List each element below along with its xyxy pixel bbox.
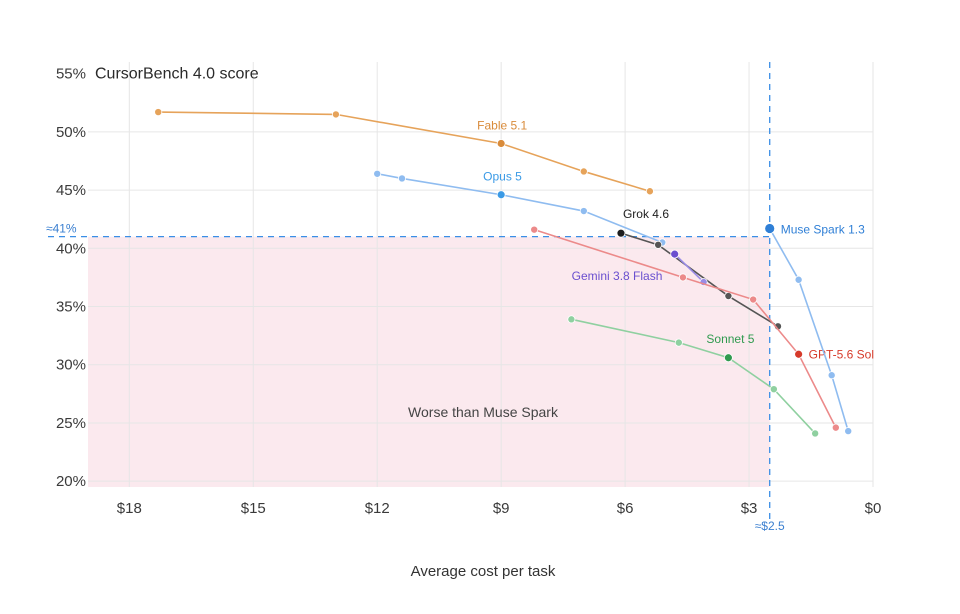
y-tick-label: 35% xyxy=(56,299,86,316)
series-line xyxy=(769,228,849,432)
series-sonnet-5: Sonnet 5 xyxy=(567,315,820,438)
data-point xyxy=(567,315,576,324)
x-tick-label: $3 xyxy=(741,500,758,517)
y-tick-label: 55% xyxy=(56,66,86,83)
region-label: Worse than Muse Spark xyxy=(408,404,559,420)
series-opus-5: Opus 5 xyxy=(373,169,667,247)
series-grok-4-6: Grok 4.6 xyxy=(616,207,782,331)
x-tick-label: $18 xyxy=(117,500,142,517)
data-point xyxy=(844,427,853,436)
x-tick-label: $12 xyxy=(365,500,390,517)
data-point xyxy=(764,223,776,234)
y-tick-label: 20% xyxy=(56,473,86,490)
plot-region-worse xyxy=(88,236,770,487)
x-axis-label: Average cost per task xyxy=(411,563,556,580)
series-line xyxy=(620,232,779,327)
reference-label-y: ≈41% xyxy=(46,222,77,236)
data-point xyxy=(811,429,820,438)
data-point xyxy=(654,240,663,249)
x-tick-label: $9 xyxy=(493,500,510,517)
data-point xyxy=(724,292,733,301)
data-point xyxy=(579,207,588,216)
reference-label-x: ≈$2.5 xyxy=(755,519,785,533)
chart-title: CursorBench 4.0 score xyxy=(95,66,259,83)
series-label: Opus 5 xyxy=(483,170,522,184)
series-label: Muse Spark 1.3 xyxy=(781,223,865,237)
reference-lines: ≈$2.5 ≈41% xyxy=(46,62,785,533)
data-point xyxy=(827,371,836,380)
data-point xyxy=(496,139,506,148)
data-point xyxy=(749,295,758,304)
data-point xyxy=(645,187,654,196)
series-fable-5-1: Fable 5.1 xyxy=(154,108,654,196)
x-tick-label: $15 xyxy=(241,500,266,517)
data-point xyxy=(678,273,687,282)
series-label: Sonnet 5 xyxy=(706,332,754,346)
data-point xyxy=(723,353,733,363)
series-label: GPT-5.6 Sol xyxy=(809,347,874,361)
series-muse-spark-1-3: Muse Spark 1.3 xyxy=(764,223,865,436)
x-tick-label: $0 xyxy=(865,500,882,517)
data-point xyxy=(154,108,163,117)
y-tick-label: 40% xyxy=(56,240,86,257)
y-tick-label: 30% xyxy=(56,357,86,374)
data-point xyxy=(794,275,803,284)
data-point xyxy=(496,190,506,200)
data-point xyxy=(530,225,539,234)
y-tick-label: 50% xyxy=(56,124,86,141)
series-line xyxy=(674,253,705,283)
y-tick-label: 45% xyxy=(56,182,86,199)
series-label: Gemini 3.8 Flash xyxy=(572,269,663,283)
series-label: Fable 5.1 xyxy=(477,119,527,133)
data-point xyxy=(373,169,382,178)
x-tick-label: $6 xyxy=(617,500,634,517)
x-axis-ticks: $18 $15 $12 $9 $6 $3 $0 xyxy=(117,500,882,517)
y-tick-label: 25% xyxy=(56,415,86,432)
data-point xyxy=(397,174,406,183)
y-axis-ticks: 20% 25% 30% 35% 40% 45% 50% 55% xyxy=(56,66,86,491)
series-layer: Fable 5.1 Opus 5 Grok 4.6 Gemini 3.8 Flash G… xyxy=(154,108,874,438)
data-point xyxy=(331,110,340,119)
data-point xyxy=(616,228,626,238)
data-point xyxy=(674,338,683,347)
data-point xyxy=(831,423,840,432)
grid-lines xyxy=(88,62,874,487)
data-point xyxy=(579,167,588,176)
data-point xyxy=(670,249,680,259)
data-point xyxy=(794,349,804,359)
series-label: Grok 4.6 xyxy=(623,207,669,221)
data-point xyxy=(769,385,778,394)
